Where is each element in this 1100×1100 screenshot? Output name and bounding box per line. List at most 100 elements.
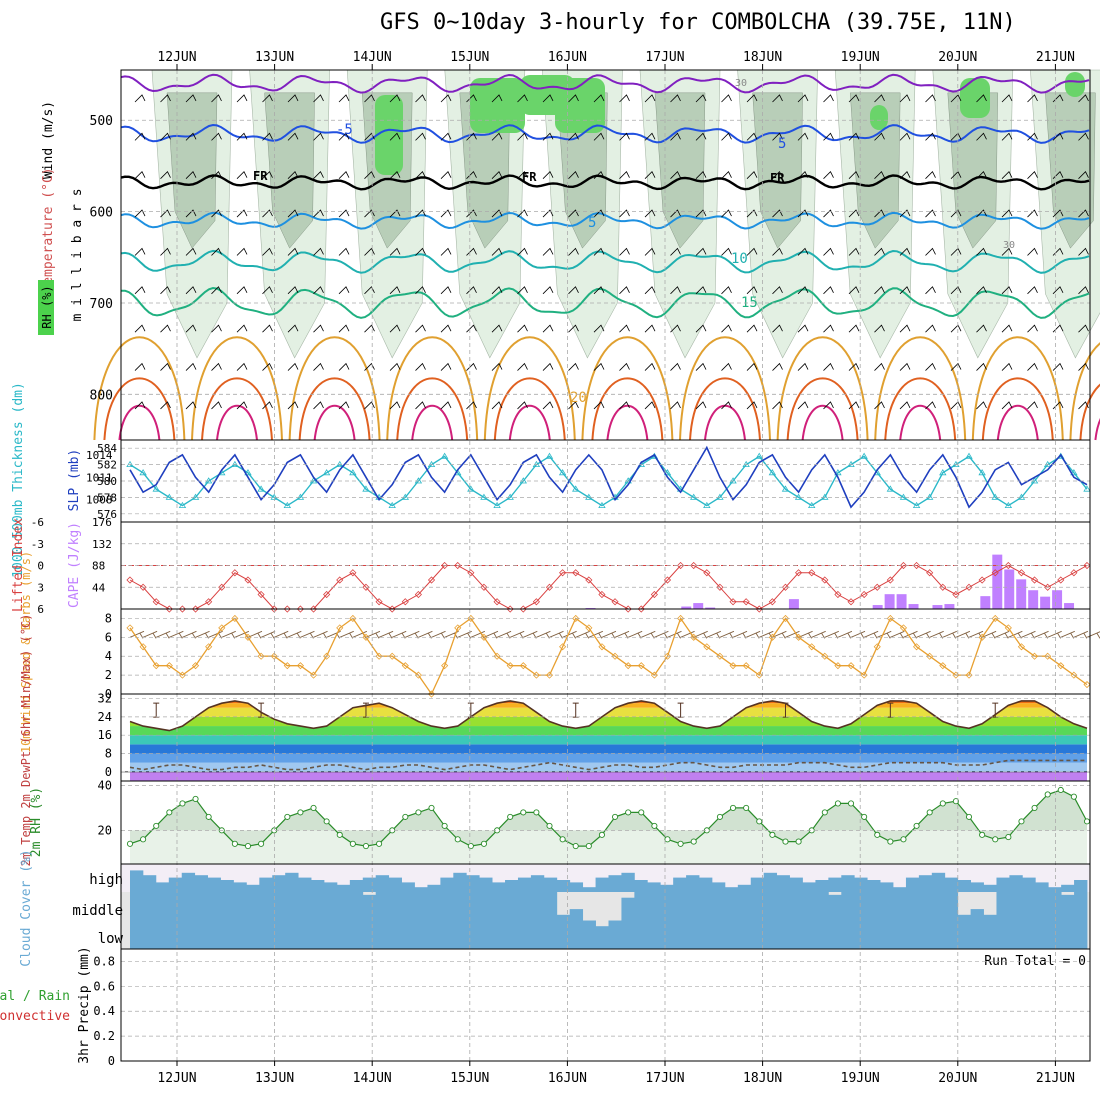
wind-barb <box>593 362 605 371</box>
cloud-high-bar <box>880 882 894 892</box>
wind-barb <box>721 94 732 103</box>
li-point <box>637 605 645 613</box>
wind-barb <box>134 286 146 295</box>
thickness-tick: 578 <box>97 491 117 504</box>
wind-barb <box>890 630 905 639</box>
cloud-panel <box>121 864 1090 949</box>
wind-barb <box>236 171 248 179</box>
rh-point <box>795 838 802 845</box>
wind-barb <box>313 171 324 179</box>
wind-barb <box>746 171 758 179</box>
cloud-mid-bar <box>349 892 364 949</box>
thickness-point <box>401 493 410 500</box>
wind-barb <box>823 132 834 141</box>
wind-barb <box>466 94 477 103</box>
wind-point <box>808 643 816 651</box>
date-label-bottom: 18JUN <box>743 1071 782 1086</box>
upper-ytick: 500 <box>90 114 113 129</box>
thickness-point <box>283 501 292 508</box>
li-point <box>506 605 514 613</box>
wind-barb <box>1052 209 1064 218</box>
rh-point <box>1057 786 1064 794</box>
wind-point <box>677 614 685 623</box>
wind-barb <box>848 362 860 371</box>
temp-tick: 32 <box>98 692 112 706</box>
li-point <box>663 576 672 584</box>
precip-tick: 0.6 <box>93 979 115 993</box>
cloud-mid-bar <box>362 894 377 949</box>
rh-point <box>507 813 514 820</box>
thickness-point <box>965 452 973 459</box>
wind-barb <box>134 324 146 333</box>
cloud-high-bar <box>543 877 558 892</box>
precip-panel: Run Total = 0 <box>984 954 1086 969</box>
temp-panel <box>121 700 1090 781</box>
cloud-high-bar <box>970 882 984 892</box>
cloud-mid-bar <box>194 892 208 949</box>
cape-label: CAPE (J/kg) <box>67 522 82 608</box>
legend-temp: Temperature (°C) <box>41 167 56 292</box>
thickness-point <box>257 485 265 492</box>
temp-band <box>130 762 1087 772</box>
slp-line <box>129 445 1088 509</box>
cape-bar <box>788 599 799 609</box>
wind-barb <box>1001 324 1013 333</box>
cloud-mid-bar <box>492 892 506 949</box>
wind-point <box>768 633 776 641</box>
rh-point <box>244 843 252 850</box>
rh-point <box>1005 834 1012 841</box>
wind-barb <box>491 247 503 256</box>
wind-barb <box>1027 94 1038 103</box>
wind-point <box>454 624 462 632</box>
wind-point <box>781 614 790 623</box>
cloud-high-bar <box>789 877 803 892</box>
wind-barb <box>211 94 222 103</box>
wind-barb <box>695 324 707 333</box>
wind-barb <box>823 209 834 218</box>
label-minus5-b: 5 <box>778 136 786 152</box>
isotherm-minus10 <box>120 73 1090 94</box>
wind-barb <box>389 94 401 103</box>
li-point <box>467 569 475 577</box>
cloud-high-bar <box>893 887 907 892</box>
rh-point <box>533 809 540 816</box>
rh-high-region <box>1065 72 1085 97</box>
wind-point <box>729 662 737 670</box>
thickness-point <box>925 493 934 500</box>
wind-barb <box>364 132 375 141</box>
wind-point <box>847 662 855 670</box>
thickness-point <box>178 501 187 508</box>
isotherm-20 <box>776 336 869 441</box>
wind-barb <box>287 324 299 333</box>
temp-minmax-bar <box>572 702 579 718</box>
wind-barb <box>848 247 860 256</box>
wind-barb <box>1073 630 1089 639</box>
li-point <box>1017 569 1026 577</box>
wind-tick: 4 <box>105 649 112 663</box>
li-point <box>650 590 658 599</box>
wind-barb <box>619 286 630 295</box>
wind-barb <box>823 401 834 410</box>
rh-point <box>231 840 238 847</box>
rh-high-region <box>960 78 990 118</box>
temp-minmax-bar <box>677 702 684 718</box>
thickness-point <box>886 485 895 492</box>
cloud-high-bar <box>815 880 829 892</box>
rh-point <box>834 800 841 807</box>
rh-point <box>258 840 265 847</box>
li-point <box>349 569 357 577</box>
wind-barb <box>721 171 732 179</box>
li-point <box>703 569 711 577</box>
wind-barb <box>593 209 605 218</box>
wind-point <box>1070 671 1078 679</box>
wind-barb <box>1027 171 1038 179</box>
wind-point <box>467 614 475 623</box>
wind-point <box>886 614 894 623</box>
rh-point <box>140 836 147 843</box>
wind-point <box>309 671 318 679</box>
wind-barb <box>313 362 324 371</box>
wind-point <box>624 662 632 670</box>
wind-barb <box>156 630 171 639</box>
cloud-mid-bar <box>711 892 726 949</box>
label-minus5: -5 <box>336 122 353 138</box>
